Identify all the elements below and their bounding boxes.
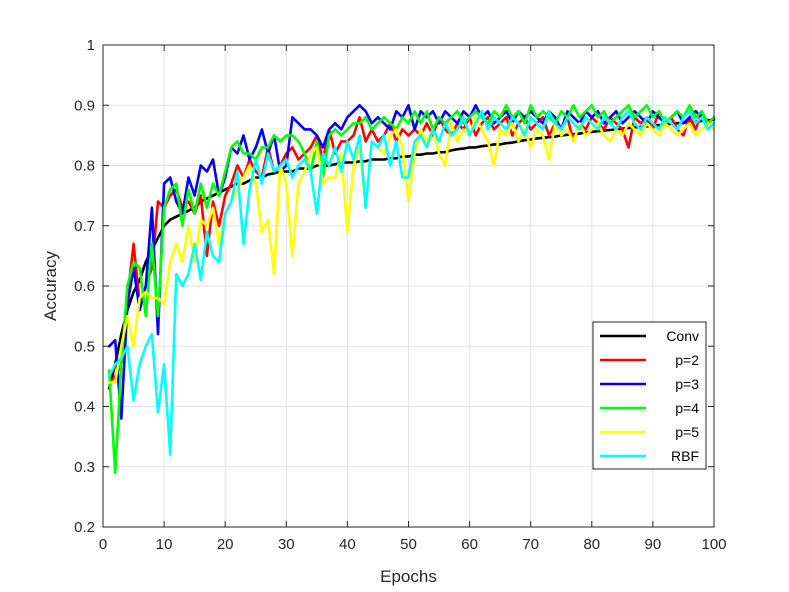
y-tick-label: 0.9 (74, 97, 95, 114)
series-line-p4 (107, 104, 716, 475)
legend-label-p5: p=5 (675, 424, 699, 440)
legend-label-rbf: RBF (671, 448, 699, 464)
y-tick-label: 1 (87, 37, 95, 54)
y-tick-label: 0.4 (74, 399, 95, 416)
axis-ticks (102, 44, 715, 528)
y-tick-label: 0.8 (74, 158, 95, 175)
legend: Conv p=2 p=3 p=4 p=5 RBF (592, 321, 707, 470)
y-tick-label: 0.5 (74, 338, 95, 355)
x-tick-label: 70 (522, 536, 539, 553)
x-tick-label: 50 (400, 536, 417, 553)
legend-label-p2: p=2 (675, 352, 699, 368)
legend-label-p4: p=4 (675, 400, 699, 416)
series-line-rbf (107, 110, 716, 457)
x-tick-label: 10 (156, 536, 173, 553)
legend-label-p3: p=3 (675, 376, 699, 392)
x-tick-label: 90 (645, 536, 662, 553)
y-tick-label: 0.7 (74, 218, 95, 235)
legend-label-conv: Conv (666, 328, 699, 344)
x-axis-title: Epochs (380, 567, 437, 586)
y-tick-label: 0.6 (74, 278, 95, 295)
x-tick-label: 80 (583, 536, 600, 553)
x-tick-label: 0 (99, 536, 107, 553)
x-tick-label: 100 (701, 536, 726, 553)
x-tick-label: 20 (217, 536, 234, 553)
legend-box (592, 321, 707, 470)
axis-tick-labels: 0 10 20 30 40 50 60 70 80 90 100 0.2 0.3 0.4 0.5 0.6 0.7… (74, 37, 726, 553)
x-tick-label: 30 (278, 536, 295, 553)
y-tick-label: 0.3 (74, 459, 95, 476)
series-lines (107, 104, 716, 475)
y-tick-label: 0.2 (74, 519, 95, 536)
series-line-p5 (107, 116, 716, 384)
x-tick-label: 60 (461, 536, 478, 553)
x-tick-label: 40 (339, 536, 356, 553)
y-axis-title: Accuracy (41, 251, 60, 321)
